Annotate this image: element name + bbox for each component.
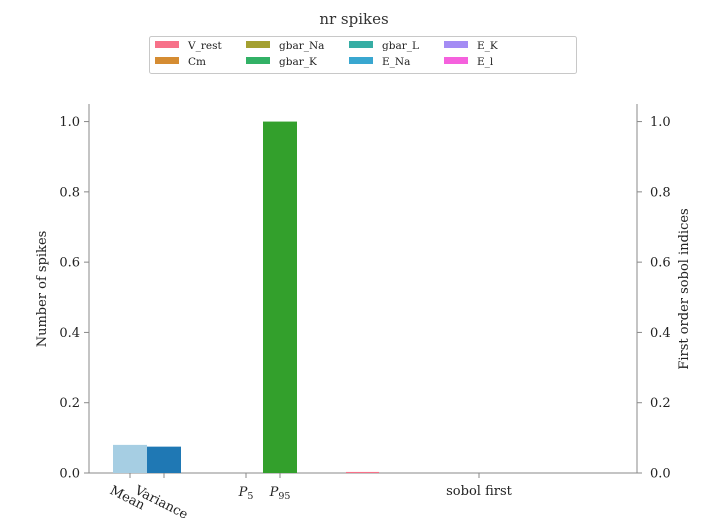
- sobol-bar-v_rest: [346, 471, 379, 473]
- legend-swatch-gbar_l: [349, 41, 373, 48]
- legend-label-e_na: E_Na: [382, 56, 410, 68]
- y-tick-label-left: 1.0: [59, 115, 80, 130]
- legend: V_rest Cm gbar_Na gbar_K gbar_L E_Na E_K E_l: [149, 36, 577, 74]
- y-tick-label-right: 1.0: [650, 115, 671, 130]
- legend-swatch-gbar_na: [246, 41, 270, 48]
- chart-title: nr spikes: [319, 10, 388, 28]
- legend-label-v_rest: V_rest: [187, 40, 222, 52]
- y-tick-label-left: 0.6: [59, 256, 80, 271]
- legend-swatch-cm: [155, 57, 179, 64]
- y-tick-label-right: 0.6: [650, 256, 671, 271]
- y-tick-label-right: 0.0: [650, 467, 671, 482]
- legend-swatch-gbar_k: [246, 57, 270, 64]
- legend-label-gbar_na: gbar_Na: [279, 40, 324, 52]
- x-tick-label-p95: P95: [269, 485, 291, 502]
- y-ticks: 0.0 0.0 0.2 0.2 0.4 0.4 0.6 0.6 0.8 0.8 1.0 1.0: [59, 115, 670, 481]
- axes: [88, 104, 638, 474]
- legend-swatch-v_rest: [155, 41, 179, 48]
- y-axis-label-left: Number of spikes: [35, 231, 50, 348]
- y-tick-label-right: 0.4: [650, 326, 671, 341]
- y-tick-label-left: 0.2: [59, 396, 80, 411]
- y-axis-label-right: First order sobol indices: [677, 208, 692, 369]
- x-tick-label-sobol-first: sobol first: [446, 484, 512, 499]
- bars: [113, 121, 379, 474]
- x-tick-label-p5: P5: [238, 485, 254, 502]
- y-tick-label-right: 0.2: [650, 396, 671, 411]
- legend-swatch-e_na: [349, 57, 373, 64]
- legend-label-cm: Cm: [188, 56, 206, 68]
- legend-label-gbar_l: gbar_L: [382, 40, 419, 52]
- legend-label-gbar_k: gbar_K: [279, 56, 317, 68]
- bar-p95: [263, 121, 297, 474]
- legend-swatch-e_l: [444, 57, 468, 64]
- bar-mean: [113, 444, 147, 473]
- legend-label-e_l: E_l: [477, 56, 494, 68]
- y-tick-label-left: 0.8: [59, 185, 80, 200]
- legend-swatch-e_k: [444, 41, 468, 48]
- bar-variance: [147, 446, 181, 473]
- y-tick-label-right: 0.8: [650, 185, 671, 200]
- y-tick-label-left: 0.0: [59, 467, 80, 482]
- legend-label-e_k: E_K: [477, 40, 498, 52]
- y-tick-label-left: 0.4: [59, 326, 80, 341]
